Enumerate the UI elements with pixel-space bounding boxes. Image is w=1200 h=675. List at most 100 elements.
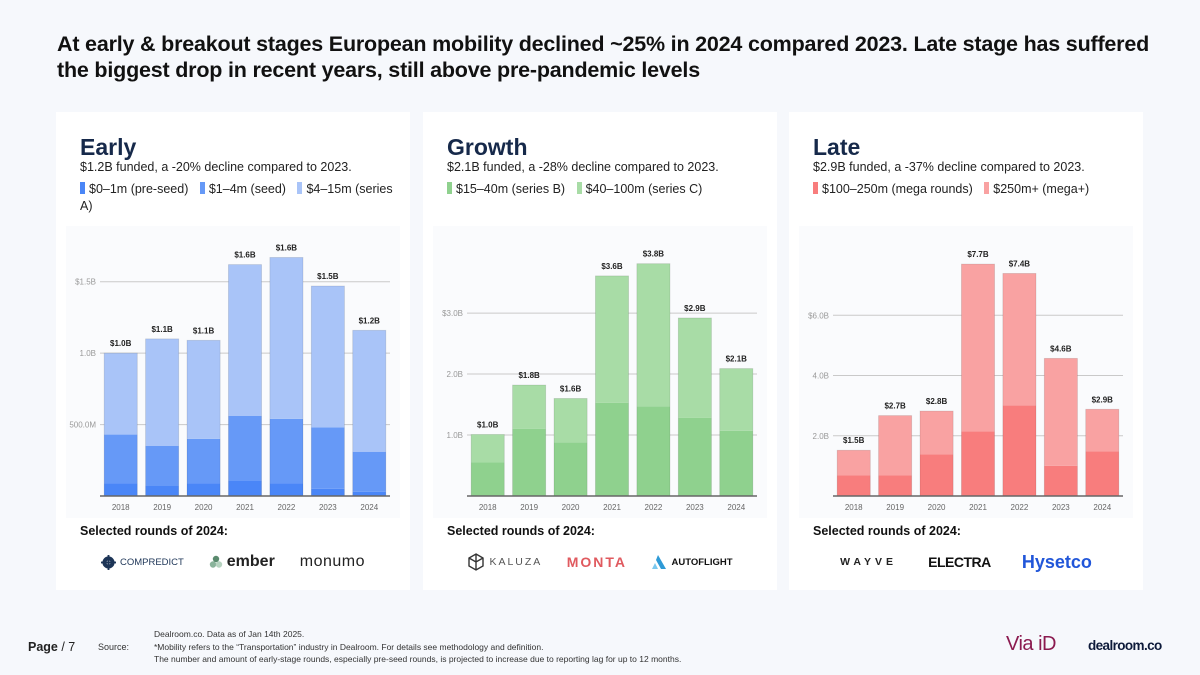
- bar-segment--15-40m-series-b-: [719, 430, 753, 496]
- chart-legend: $0–1m (pre-seed) $1–4m (seed) $4–15m (se…: [80, 181, 400, 215]
- bar-chart: 2.0B 4.0B $6.0B $1.5B 2018 $2.7B 2019 $2.8B 2020…: [799, 226, 1133, 518]
- company-logo: WAYVE: [840, 556, 897, 568]
- bar-segment--4-15m-series-a-: [104, 353, 138, 435]
- bar-total-label: $2.8B: [926, 397, 948, 406]
- source-label: Source:: [98, 642, 130, 652]
- bar-segment--15-40m-series-b-: [512, 428, 546, 496]
- x-tick-label: 2021: [969, 503, 987, 512]
- bar-total-label: $1.1B: [151, 325, 173, 334]
- via-id-logo: Via iD: [1006, 633, 1057, 655]
- chart-legend: $100–250m (mega rounds) $250m+ (mega+): [813, 181, 1133, 198]
- selected-rounds-label: Selected rounds of 2024:: [80, 524, 228, 538]
- panel-subtitle: $2.1B funded, a -28% decline compared to…: [447, 160, 719, 174]
- legend-label: $40–100m (series C): [585, 182, 703, 196]
- bar-segment--1-4m-seed-: [269, 418, 303, 484]
- legend-swatch: [199, 182, 205, 194]
- bar-segment--40-100m-series-c-: [719, 368, 753, 431]
- x-tick-label: 2018: [479, 503, 497, 512]
- bar-total-label: $1.6B: [560, 384, 582, 393]
- y-tick-label: 1.0B: [80, 349, 96, 358]
- legend-item: $1–4m (seed): [199, 182, 286, 196]
- x-tick-label: 2022: [645, 503, 663, 512]
- dealroom-logo: dealroom.co: [1088, 638, 1162, 653]
- source-note: *Mobility refers to the “Transportation”…: [154, 641, 544, 652]
- page-label: Page: [28, 640, 58, 654]
- bar-segment--100-250m-mega-rounds-: [878, 475, 912, 496]
- chart-svg: 500.0M 1.0B $1.5B $1.0B 2018 $1.1B 2019 $1.1B 20…: [69, 243, 390, 512]
- bar-total-label: $1.5B: [843, 436, 865, 445]
- bar-segment--1-4m-seed-: [228, 416, 262, 481]
- bar-total-label: $2.1B: [726, 355, 748, 364]
- legend-swatch: [576, 182, 582, 194]
- bar-segment--100-250m-mega-rounds-: [961, 431, 995, 496]
- bar-segment--1-4m-seed-: [187, 438, 221, 484]
- company-name: WAYVE: [840, 556, 898, 568]
- company-name: ELECTRA: [928, 554, 991, 570]
- bar-segment--1-4m-seed-: [145, 446, 179, 486]
- chart-svg: 2.0B 4.0B $6.0B $1.5B 2018 $2.7B 2019 $2.8B 2020…: [808, 250, 1123, 512]
- chart-svg: 1.0B 2.0B $3.0B $1.0B 2018 $1.8B 2019 $1.6B 2020…: [442, 250, 757, 512]
- bar-segment--0-1m-pre-seed-: [352, 491, 386, 496]
- bar-segment--15-40m-series-b-: [636, 406, 670, 496]
- y-tick-label: 1.0B: [447, 431, 463, 440]
- legend-swatch: [447, 182, 452, 194]
- x-tick-label: 2020: [928, 503, 946, 512]
- x-tick-label: 2023: [1052, 503, 1070, 512]
- company-name: AUTOFLIGHT: [671, 556, 733, 568]
- legend-swatch: [813, 182, 818, 194]
- bar-segment--100-250m-mega-rounds-: [1002, 405, 1036, 496]
- bar-segment--0-1m-pre-seed-: [104, 483, 138, 496]
- panel-title: Late: [813, 134, 861, 160]
- company-logo: COMPREDICT: [100, 554, 184, 570]
- bar-segment--250m-mega-: [920, 411, 954, 455]
- y-tick-label: 2.0B: [447, 370, 463, 379]
- y-tick-label: $3.0B: [442, 309, 463, 318]
- y-tick-label: 2.0B: [813, 432, 829, 441]
- x-tick-label: 2020: [562, 503, 580, 512]
- ember-clover-icon: [209, 555, 222, 568]
- bar-segment--4-15m-series-a-: [269, 257, 303, 419]
- bar-segment--4-15m-series-a-: [228, 264, 262, 416]
- legend-item: $4–15m (series A): [80, 182, 393, 213]
- selected-rounds-logos: WAYVE ELECTRA Hysetco: [789, 550, 1143, 574]
- selected-rounds-label: Selected rounds of 2024:: [813, 524, 961, 538]
- bar-segment--0-1m-pre-seed-: [145, 486, 179, 496]
- y-tick-label: $6.0B: [808, 311, 829, 320]
- bar-segment--100-250m-mega-rounds-: [920, 454, 954, 496]
- panel-title: Growth: [447, 134, 528, 160]
- legend-label: $1–4m (seed): [208, 182, 286, 196]
- legend-swatch: [80, 182, 85, 194]
- panel-subtitle: $2.9B funded, a -37% decline compared to…: [813, 160, 1085, 174]
- company-name: ember: [226, 553, 275, 570]
- page-indicator: Page / 7: [28, 640, 75, 654]
- bar-segment--100-250m-mega-rounds-: [1044, 465, 1078, 496]
- bar-segment--40-100m-series-c-: [554, 398, 588, 443]
- company-name: MONTA: [566, 554, 628, 570]
- legend-item: $100–250m (mega rounds): [813, 182, 973, 196]
- selected-rounds-label: Selected rounds of 2024:: [447, 524, 595, 538]
- bar-segment--40-100m-series-c-: [512, 385, 546, 429]
- bar-segment--250m-mega-: [837, 450, 871, 476]
- x-tick-label: 2019: [886, 503, 904, 512]
- bar-total-label: $2.9B: [684, 304, 706, 313]
- y-tick-label: 500.0M: [69, 421, 96, 430]
- bar-segment--250m-mega-: [1085, 409, 1119, 452]
- bar-segment--15-40m-series-b-: [595, 402, 629, 496]
- bar-segment--250m-mega-: [878, 415, 912, 476]
- x-tick-label: 2018: [845, 503, 863, 512]
- compredict-gear-icon: [100, 554, 116, 570]
- kaluza-cube-icon: [468, 553, 485, 571]
- y-tick-label: $1.5B: [75, 278, 96, 287]
- company-name: Hysetco: [1021, 551, 1092, 572]
- x-tick-label: 2022: [1011, 503, 1029, 512]
- bar-segment--0-1m-pre-seed-: [187, 483, 221, 496]
- page-count: / 7: [57, 640, 76, 654]
- bar-segment--40-100m-series-c-: [471, 434, 505, 463]
- bar-total-label: $1.1B: [193, 326, 215, 335]
- company-logo: KALUZA: [467, 553, 542, 571]
- company-logo: ELECTRA: [928, 554, 991, 570]
- autoflight-mark-icon: [652, 555, 667, 569]
- bar-segment--0-1m-pre-seed-: [311, 488, 345, 496]
- legend-label: $15–40m (series B): [456, 182, 566, 196]
- bar-segment--4-15m-series-a-: [187, 340, 221, 439]
